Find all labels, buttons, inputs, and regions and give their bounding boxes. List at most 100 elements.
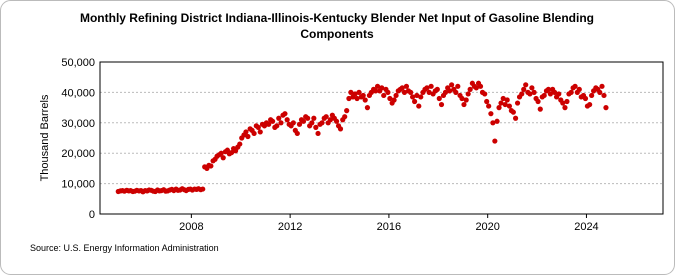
point: [535, 98, 541, 105]
point: [278, 120, 284, 126]
point: [327, 117, 333, 123]
point: [356, 89, 362, 95]
point: [582, 95, 589, 102]
point: [323, 114, 329, 120]
point: [333, 118, 340, 124]
point: [589, 92, 595, 99]
point: [490, 120, 496, 126]
point: [519, 91, 525, 97]
point: [282, 111, 288, 117]
point: [276, 115, 282, 121]
point: [284, 117, 290, 123]
point: [459, 95, 465, 102]
point: [486, 103, 492, 109]
point: [442, 89, 449, 95]
point: [229, 149, 235, 156]
point: [562, 105, 568, 111]
point: [551, 89, 558, 95]
point: [418, 94, 424, 100]
point: [488, 111, 494, 117]
x-tick-label: 2008: [179, 221, 203, 233]
point: [364, 105, 371, 111]
chart-title: Monthly Refining District Indiana-Illino…: [80, 11, 594, 25]
point: [243, 129, 249, 135]
point: [200, 186, 206, 192]
point: [337, 126, 344, 132]
point: [436, 95, 442, 102]
point: [294, 130, 300, 137]
point: [374, 83, 381, 89]
point: [245, 133, 251, 140]
point: [274, 123, 280, 129]
point: [270, 118, 276, 124]
x-tick-label: 2020: [475, 221, 499, 233]
point: [414, 92, 420, 99]
point: [455, 83, 461, 89]
point: [521, 86, 527, 92]
point: [537, 106, 543, 112]
y-tick-label: 50,000: [61, 57, 95, 69]
point: [496, 105, 502, 111]
point: [208, 163, 214, 169]
point: [572, 83, 578, 89]
point: [473, 85, 479, 91]
point: [290, 120, 296, 126]
point: [556, 91, 562, 97]
point: [251, 130, 257, 137]
point: [494, 118, 500, 124]
y-axis-label: Thousand Barrels: [39, 94, 51, 181]
point: [506, 103, 513, 109]
point: [502, 101, 508, 108]
point: [381, 92, 387, 99]
point: [597, 89, 603, 95]
point: [449, 82, 455, 88]
chart-title: Components: [300, 27, 374, 41]
point: [545, 86, 552, 92]
point: [482, 91, 488, 97]
point: [531, 89, 537, 95]
point: [599, 83, 605, 89]
point: [296, 121, 303, 127]
point: [601, 92, 607, 99]
point: [387, 95, 393, 102]
point: [568, 89, 574, 95]
point: [428, 83, 434, 89]
point: [348, 89, 354, 95]
point: [564, 98, 570, 105]
point: [560, 100, 566, 106]
point: [603, 105, 609, 111]
point: [484, 98, 490, 105]
point: [315, 130, 321, 137]
point: [309, 120, 315, 126]
point: [266, 121, 272, 127]
point: [514, 100, 521, 106]
point: [510, 109, 516, 115]
point: [319, 120, 325, 126]
point: [547, 91, 554, 97]
point: [305, 115, 311, 121]
point: [391, 97, 397, 103]
plot-area: [99, 61, 664, 215]
point: [346, 95, 352, 102]
point: [416, 103, 422, 109]
point: [399, 85, 405, 91]
point: [411, 98, 418, 105]
point: [424, 85, 430, 91]
point: [344, 108, 350, 114]
point: [218, 150, 224, 156]
point: [523, 82, 529, 88]
y-tick-label: 20,000: [61, 148, 95, 160]
point: [498, 100, 504, 106]
point: [477, 83, 484, 89]
point: [410, 94, 416, 100]
point: [255, 124, 261, 130]
point: [465, 91, 471, 97]
point: [529, 85, 535, 91]
point: [438, 101, 445, 108]
point: [352, 91, 358, 97]
point: [461, 101, 467, 108]
y-tick-label: 30,000: [61, 118, 95, 130]
point: [541, 92, 547, 99]
point: [354, 95, 360, 102]
